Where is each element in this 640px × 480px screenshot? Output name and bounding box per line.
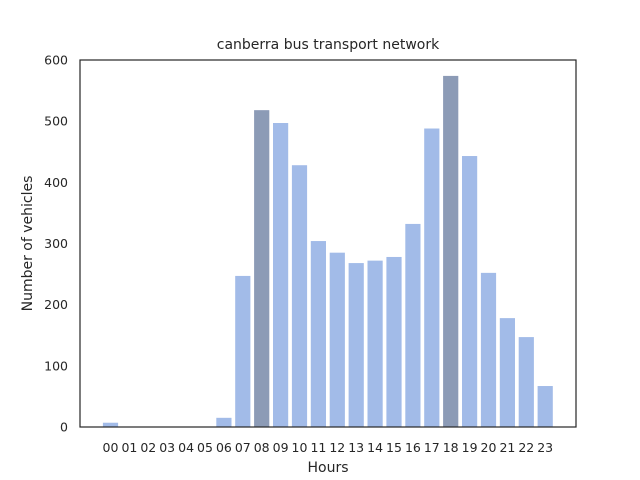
bars-group <box>102 75 553 428</box>
x-tick-label-15: 15 <box>386 440 402 455</box>
x-tick-label-18: 18 <box>443 440 459 455</box>
x-tick-label-04: 04 <box>178 440 194 455</box>
x-tick-label-09: 09 <box>273 440 289 455</box>
x-tick-label-00: 00 <box>103 440 119 455</box>
x-axis-label: Hours <box>307 460 348 476</box>
bar-16 <box>405 223 421 427</box>
x-tick-label-02: 02 <box>140 440 156 455</box>
x-tick-label-17: 17 <box>424 440 440 455</box>
y-axis-ticks: 0 100 200 300 400 500 600 <box>44 53 68 435</box>
y-tick-label-200: 200 <box>44 297 68 312</box>
x-tick-label-11: 11 <box>310 440 326 455</box>
y-axis-label: Number of vehicles <box>20 176 36 312</box>
plot-frame <box>79 59 577 428</box>
bar-12 <box>329 252 345 427</box>
bar-22 <box>518 337 534 427</box>
bar-13 <box>348 263 364 427</box>
x-tick-label-19: 19 <box>462 440 478 455</box>
x-tick-label-01: 01 <box>121 440 137 455</box>
bar-06 <box>216 417 232 427</box>
y-tick-label-500: 500 <box>44 114 68 129</box>
x-tick-label-10: 10 <box>292 440 308 455</box>
bar-19 <box>462 156 478 427</box>
x-tick-label-20: 20 <box>481 440 497 455</box>
y-tick-label-300: 300 <box>44 236 68 251</box>
bar-07 <box>235 275 251 427</box>
x-tick-label-07: 07 <box>235 440 251 455</box>
y-tick-label-600: 600 <box>44 53 68 68</box>
x-tick-label-03: 03 <box>159 440 175 455</box>
bar-10 <box>291 165 308 427</box>
x-tick-label-16: 16 <box>405 440 421 455</box>
bar-14 <box>367 260 383 427</box>
x-tick-label-12: 12 <box>329 440 345 455</box>
bar-18 <box>443 75 459 428</box>
bar-23 <box>537 386 553 427</box>
bar-20 <box>480 272 497 427</box>
chart-title: canberra bus transport network <box>217 37 440 53</box>
x-tick-label-05: 05 <box>197 440 213 455</box>
y-tick-label-400: 400 <box>44 175 68 190</box>
bar-09 <box>273 123 289 427</box>
y-tick-label-0: 0 <box>60 420 68 435</box>
bar-11 <box>310 241 326 427</box>
bar-00 <box>102 422 119 427</box>
x-tick-label-08: 08 <box>254 440 270 455</box>
x-tick-label-23: 23 <box>537 440 553 455</box>
bar-15 <box>386 256 402 427</box>
x-tick-label-13: 13 <box>348 440 364 455</box>
y-tick-label-100: 100 <box>44 358 68 373</box>
x-tick-label-21: 21 <box>499 440 515 455</box>
x-tick-label-22: 22 <box>518 440 534 455</box>
x-tick-label-06: 06 <box>216 440 232 455</box>
x-axis-ticks: 00 01 02 03 04 05 06 07 08 09 10 11 12 13 14 15 16 17 18 19… <box>103 440 554 455</box>
bar-17 <box>424 128 440 427</box>
x-tick-label-14: 14 <box>367 440 383 455</box>
bar-21 <box>499 318 515 427</box>
bar-08 <box>254 110 270 427</box>
